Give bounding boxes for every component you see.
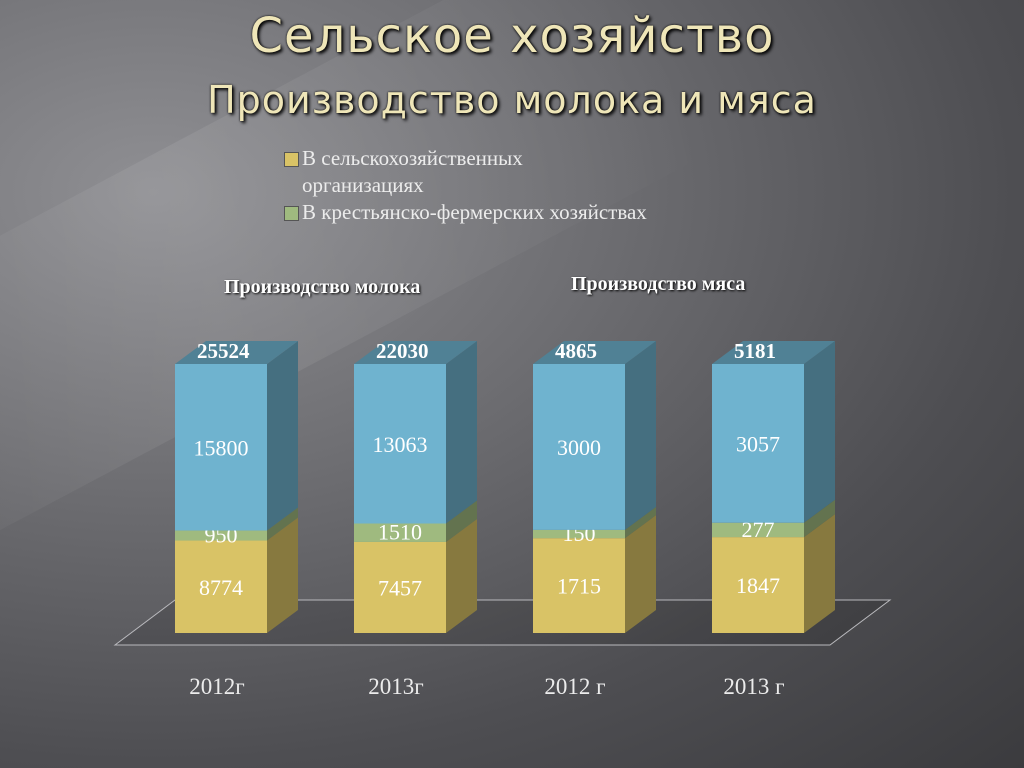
bar-side-2-1	[625, 506, 656, 539]
category-label-0: 2012г	[189, 674, 244, 699]
bar-segment-3-2	[712, 364, 804, 523]
bar-side-1-1	[446, 500, 477, 542]
bar-total-label-1: 22030	[376, 339, 429, 363]
segment-value-label-0-0: 8774	[199, 575, 243, 600]
bar-segment-2-2	[533, 364, 625, 530]
segment-value-label-3-0: 1847	[736, 573, 780, 598]
slide-subtitle: Производство молока и мяса	[207, 78, 817, 122]
bar-segment-3-1	[712, 522, 804, 538]
chart-floor	[113, 599, 892, 646]
segment-value-label-1-1: 1510	[378, 520, 422, 545]
bar-top-1	[354, 341, 477, 364]
bar-side-0-2	[267, 341, 298, 531]
legend-swatch-farms	[284, 206, 299, 221]
bar-side-2-0	[625, 515, 656, 633]
segment-value-label-2-0: 1715	[557, 574, 601, 599]
legend-swatch-agri-orgs	[284, 152, 299, 167]
bar-top-2	[533, 341, 656, 364]
category-label-3: 2013 г	[723, 674, 784, 699]
bar-total-label-3: 5181	[734, 339, 776, 363]
bar-segment-2-0	[533, 538, 625, 633]
segment-value-label-0-2: 15800	[194, 435, 249, 460]
segment-value-label-1-2: 13063	[373, 432, 428, 457]
legend-label-agri-orgs: В сельскохозяйственных организациях	[302, 146, 523, 197]
segment-value-label-2-2: 3000	[557, 435, 601, 460]
legend-item-agri-orgs: В сельскохозяйственных организациях	[282, 145, 602, 199]
bar-segment-1-2	[354, 364, 446, 524]
bar-segment-0-1	[175, 530, 267, 541]
bar-total-label-2: 4865	[555, 339, 597, 363]
bar-top-3	[712, 341, 835, 364]
bar-side-1-2	[446, 341, 477, 524]
slide-title: Сельское хозяйство	[249, 8, 775, 64]
legend-label-farms: В крестьянско-фермерских хозяйствах	[302, 200, 647, 224]
segment-value-label-1-0: 7457	[378, 575, 422, 600]
bar-side-3-2	[804, 341, 835, 523]
bar-segment-0-0	[175, 540, 267, 633]
group-label-milk: Производство молока	[224, 276, 421, 298]
bar-segment-3-0	[712, 537, 804, 633]
bar-total-label-0: 25524	[197, 339, 250, 363]
category-label-1: 2013г	[368, 674, 423, 699]
bar-segment-0-2	[175, 364, 267, 531]
category-label-2: 2012 г	[544, 674, 605, 699]
bar-side-2-2	[625, 341, 656, 530]
bar-segment-1-0	[354, 541, 446, 633]
bar-side-0-0	[267, 517, 298, 633]
bar-side-3-0	[804, 514, 835, 633]
bar-side-1-0	[446, 518, 477, 633]
bar-side-0-1	[267, 507, 298, 541]
bar-side-3-1	[804, 499, 835, 538]
legend-item-farms: В крестьянско-фермерских хозяйствах	[282, 199, 647, 226]
chart-legend: В сельскохозяйственных организациях В кр…	[282, 145, 647, 226]
segment-value-label-3-2: 3057	[736, 431, 780, 456]
bar-top-0	[175, 341, 298, 364]
group-label-meat: Производство мяса	[571, 273, 746, 295]
bar-segment-1-1	[354, 523, 446, 542]
bar-segment-2-1	[533, 529, 625, 539]
